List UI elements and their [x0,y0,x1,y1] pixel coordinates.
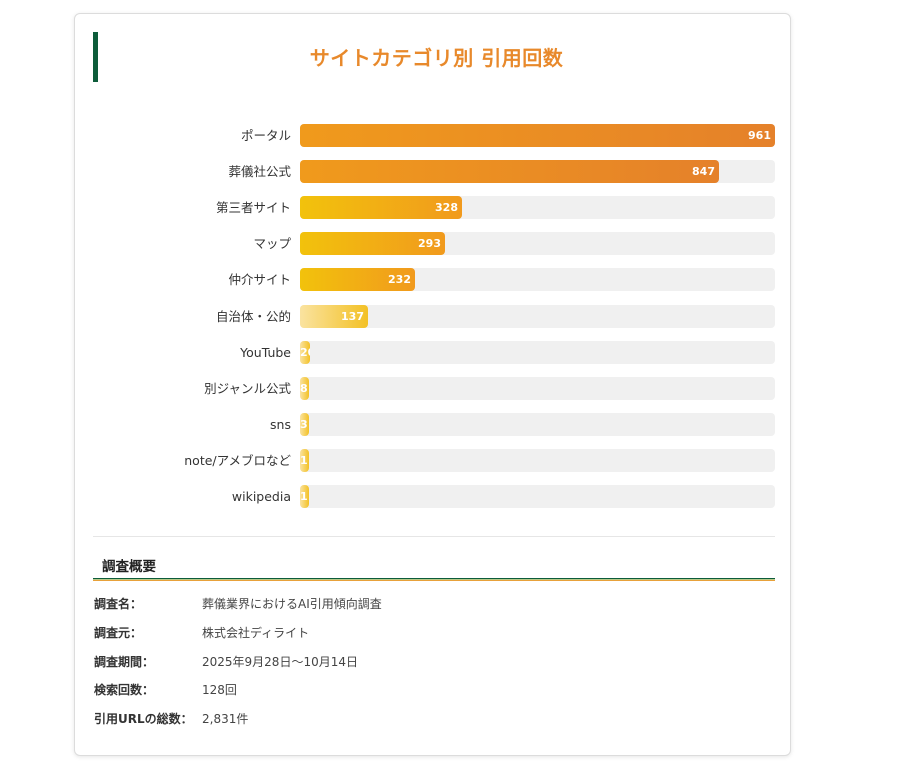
chart-title: サイトカテゴリ別 引用回数 [309,46,564,70]
title-accent-bar [93,32,98,82]
chart-header: サイトカテゴリ別 引用回数 [93,32,775,82]
bar: 961 [300,124,775,147]
summary-heading: 調査概要 [102,559,156,575]
bar: 1 [300,485,309,508]
summary-key: 調査期間： [94,654,155,669]
summary-key: 調査元： [94,625,143,640]
bar-track: 8 [300,377,775,400]
bar-label: note/アメブロなど [184,453,291,468]
bar-label: マップ [253,236,291,251]
bar-row: マップ 293 [75,232,792,255]
section-divider [93,536,775,537]
bar: 232 [300,268,415,291]
summary-value: 株式会社ディライト [202,625,310,640]
bar-value-label: 293 [418,237,441,250]
bar-label: 葬儀社公式 [228,164,291,179]
summary-row: 調査名： 葬儀業界におけるAI引用傾向調査 [94,594,774,614]
bar-value-label: 1 [300,454,308,467]
bar: 293 [300,232,445,255]
summary-value: 2,831件 [202,712,249,727]
summary-underline [93,578,775,581]
bar: 8 [300,377,309,400]
bar-label: YouTube [240,345,291,360]
bar-track: 847 [300,160,775,183]
summary-value: 128回 [202,683,237,698]
bar-track: 328 [300,196,775,219]
bar-track: 293 [300,232,775,255]
bar-track: 1 [300,449,775,472]
bar-value-label: 3 [300,418,308,431]
bar: 20 [300,341,310,364]
summary-value: 2025年9月28日〜10月14日 [202,654,358,669]
bar-value-label: 847 [692,165,715,178]
chart-card: サイトカテゴリ別 引用回数 ポータル 961 葬儀社公式 847 第三者サイト 328 マッ… [74,13,791,756]
bar-value-label: 328 [435,201,458,214]
bar-row: 第三者サイト 328 [75,196,792,219]
summary-value: 葬儀業界におけるAI引用傾向調査 [202,597,382,611]
bar-value-label: 232 [388,273,411,286]
summary-row: 調査期間： 2025年9月28日〜10月14日 [94,652,774,672]
bar-track: 232 [300,268,775,291]
bar: 137 [300,305,368,328]
bar-label: ポータル [240,128,291,143]
bar-track: 3 [300,413,775,436]
summary-row: 引用URLの総数： 2,831件 [94,709,774,729]
summary-row: 調査元： 株式会社ディライト [94,623,774,643]
bar-value-label: 137 [341,310,364,323]
bar: 847 [300,160,719,183]
bar-row: wikipedia 1 [75,485,792,508]
bar-label: 仲介サイト [228,272,291,287]
bar-row: 自治体・公的 137 [75,305,792,328]
bar: 328 [300,196,462,219]
bar: 1 [300,449,309,472]
bar-row: 別ジャンル公式 8 [75,377,792,400]
summary-row: 検索回数： 128回 [94,680,774,700]
bar-track: 1 [300,485,775,508]
bar-row: 葬儀社公式 847 [75,160,792,183]
bar-track: 137 [300,305,775,328]
bar-row: ポータル 961 [75,124,792,147]
bar-label: 自治体・公的 [215,309,291,324]
bar: 3 [300,413,309,436]
summary-key: 引用URLの総数： [94,712,193,727]
bar-row: 仲介サイト 232 [75,268,792,291]
bar-track: 20 [300,341,775,364]
bar-label: wikipedia [231,489,291,504]
bar-row: sns 3 [75,413,792,436]
bar-label: 別ジャンル公式 [204,381,291,396]
bar-track: 961 [300,124,775,147]
bar-value-label: 961 [748,129,771,142]
bar-label: sns [270,417,291,432]
bar-row: note/アメブロなど 1 [75,449,792,472]
bar-value-label: 1 [300,490,308,503]
bar-label: 第三者サイト [215,200,291,215]
bar-value-label: 8 [300,382,308,395]
summary-key: 調査名： [94,597,143,611]
bar-value-label: 20 [300,346,310,359]
summary-key: 検索回数： [94,683,155,698]
bar-row: YouTube 20 [75,341,792,364]
